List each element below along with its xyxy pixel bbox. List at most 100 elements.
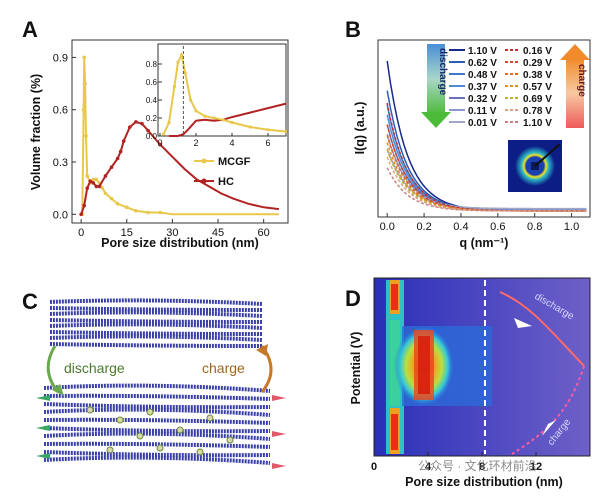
chart-d-xlabel: Pore size distribution (nm) — [405, 475, 563, 489]
discharge-arrowhead-icon — [52, 384, 64, 396]
carbon-sheet — [43, 441, 271, 449]
chart-b-ylabel: I(q) (a.u.) — [353, 102, 367, 155]
inset-y-tick-label: 0.4 — [146, 96, 158, 105]
chart-a: 0 15 30 45 600.00.30.60.9 Pore size distribu… — [29, 39, 289, 250]
series-mcgf-point — [91, 177, 96, 182]
carbon-sheet — [49, 322, 263, 330]
series-hc-point — [109, 165, 114, 170]
carbon-sheet — [49, 330, 263, 336]
inset-mcgf-point — [167, 120, 171, 125]
discharge-curve — [499, 291, 585, 367]
discharge-curved-arrow — [46, 345, 60, 393]
charge-arrow: charge — [560, 44, 590, 128]
inset-mcgf-point — [189, 98, 193, 102]
series-mcgf-point — [103, 191, 108, 196]
charge-arrowhead-icon — [256, 344, 268, 356]
inset-y-tick-label: 0.0 — [146, 132, 158, 141]
sodium-cluster-icon — [86, 406, 94, 414]
legend-charge-label: 0.16 V — [523, 46, 552, 57]
inset-mcgf-point — [266, 128, 270, 132]
chart-a-xlabel: Pore size distribution (nm) — [101, 236, 259, 250]
ion-in-arrow-icon — [36, 395, 50, 401]
carbon-sheets-bottom — [36, 383, 286, 469]
inset-mcgf-point — [284, 129, 288, 134]
series-hc-point — [85, 186, 90, 190]
series-mcgf-point — [84, 134, 88, 138]
sodium-cluster-icon — [106, 446, 114, 454]
ion-out-arrow-icon — [272, 463, 286, 469]
sodium-cluster-icon — [176, 426, 184, 434]
y-tick-label: 0.3 — [53, 157, 68, 169]
legend-discharge-label: 0.11 V — [468, 106, 497, 117]
series-hc-point — [82, 203, 86, 208]
series-hc-point — [158, 142, 163, 147]
series-hc-point — [121, 139, 126, 143]
inset-y-tick-label: 0.6 — [146, 78, 158, 87]
chart-b-legend: 1.10 V0.62 V0.48 V0.37 V0.32 V0.11 V0.01… — [449, 46, 552, 129]
x-tick-label: 0.4 — [453, 221, 468, 233]
schematic-discharge-label: discharge — [64, 360, 125, 376]
x-tick-label: 8 — [479, 461, 485, 473]
ion-out-arrow-icon — [272, 395, 286, 401]
inset-y-tick-label: 0.2 — [146, 114, 158, 123]
ion-out-arrow-icon — [272, 431, 286, 437]
sodium-cluster-icon — [136, 432, 144, 440]
legend-charge-label: 1.10 V — [523, 118, 552, 129]
series-mcgf-point — [146, 210, 150, 215]
chart-d: discharge charge 0 4 8 12 Pore size distrib… — [349, 277, 591, 489]
inset-x-tick-label: 6 — [265, 138, 270, 148]
carbon-sheet — [43, 402, 271, 410]
saxs-pattern-image — [508, 140, 562, 192]
series-hc-point — [97, 184, 102, 189]
panel-label-a: A — [22, 17, 38, 42]
x-tick-label: 0 — [78, 227, 84, 239]
legend-discharge-label: 0.32 V — [468, 94, 497, 105]
chart-a-ylabel: Volume fraction (%) — [29, 74, 43, 190]
series-hc-point — [91, 181, 96, 185]
chart-d-ylabel: Potential (V) — [349, 332, 363, 405]
charge-direction-icon — [542, 420, 556, 436]
carbon-sheet — [43, 417, 271, 425]
carbon-sheet — [43, 426, 271, 434]
inset-x-tick-label: 0 — [157, 138, 162, 148]
chart-a-series — [79, 55, 280, 217]
legend-discharge-label: 0.48 V — [468, 70, 497, 81]
y-tick-label: 0.9 — [53, 52, 68, 64]
x-tick-label: 0 — [371, 461, 377, 473]
inset-mcgf-point — [194, 109, 198, 113]
sodium-cluster-icon — [116, 416, 124, 424]
inset-x-tick-label: 2 — [193, 138, 198, 148]
legend-charge-label: 0.29 V — [523, 58, 552, 69]
sodium-cluster-icon — [226, 436, 234, 444]
panel-label-d: D — [345, 286, 361, 311]
legend-hc-marker — [201, 178, 207, 184]
series-hc-point — [79, 212, 83, 217]
legend-mcgf-label: MCGF — [218, 156, 251, 168]
legend-charge-label: 0.57 V — [523, 82, 552, 93]
x-tick-label: 1.0 — [564, 221, 579, 233]
series-mcgf-point — [124, 205, 129, 210]
series-mcgf-point — [109, 196, 114, 201]
inset-hc-line — [169, 102, 287, 137]
x-tick-label: 15 — [121, 227, 133, 239]
x-tick-label: 30 — [166, 227, 178, 239]
discharge-direction-icon — [514, 318, 532, 328]
series-mcgf-point — [158, 210, 163, 215]
x-tick-label: 60 — [258, 227, 270, 239]
discharge-arrow: discharge — [421, 44, 451, 128]
charge-arrow-label: charge — [576, 64, 587, 97]
series-hc-point — [146, 128, 150, 133]
scattering-curve — [386, 149, 587, 212]
inset-mcgf-point — [230, 120, 234, 125]
carbon-sheet — [43, 393, 271, 401]
series-hc-point — [128, 125, 132, 129]
series-hc-point — [134, 120, 138, 124]
legend-charge-label: 0.38 V — [523, 70, 552, 81]
series-mcgf-point — [134, 209, 138, 213]
chart-b-series — [386, 60, 587, 212]
chart-a-frame — [71, 39, 289, 224]
carbon-sheet — [43, 450, 271, 458]
heatmap-hotspots — [386, 280, 492, 454]
chart-b-xlabel: q (nm⁻¹) — [460, 236, 509, 250]
series-mcgf-point — [83, 81, 87, 86]
